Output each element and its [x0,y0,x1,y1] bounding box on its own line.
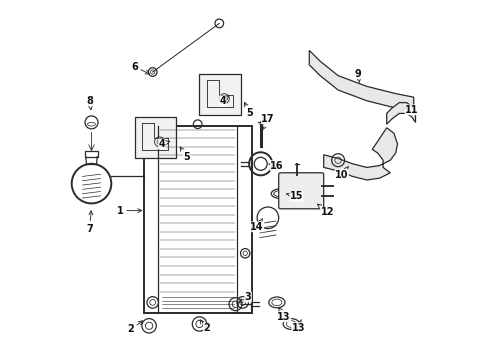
Text: 7: 7 [86,211,93,234]
Text: 15: 15 [286,191,303,201]
Text: 4: 4 [158,139,169,149]
Text: 5: 5 [244,102,253,118]
FancyBboxPatch shape [278,173,323,209]
Bar [143,126,251,313]
Text: 3: 3 [238,292,251,302]
Text: 5: 5 [180,147,190,162]
Text: 17: 17 [261,114,274,130]
Bar [134,117,176,158]
Text: 2: 2 [200,320,210,333]
Polygon shape [309,50,413,112]
Text: 1: 1 [117,206,142,216]
Text: 11: 11 [404,105,418,115]
Text: 13: 13 [291,320,305,333]
Text: 13: 13 [277,307,290,322]
Text: 12: 12 [317,204,333,217]
Polygon shape [386,103,415,124]
Polygon shape [323,128,397,180]
Bar [85,151,98,157]
Text: 16: 16 [268,161,283,171]
Bar [199,74,241,115]
Text: 4: 4 [219,96,228,106]
Text: 14: 14 [250,219,264,232]
Text: 6: 6 [131,62,149,74]
Text: 10: 10 [334,167,348,180]
Text: 2: 2 [127,321,142,334]
Text: 9: 9 [354,69,361,82]
Text: 8: 8 [86,96,93,110]
